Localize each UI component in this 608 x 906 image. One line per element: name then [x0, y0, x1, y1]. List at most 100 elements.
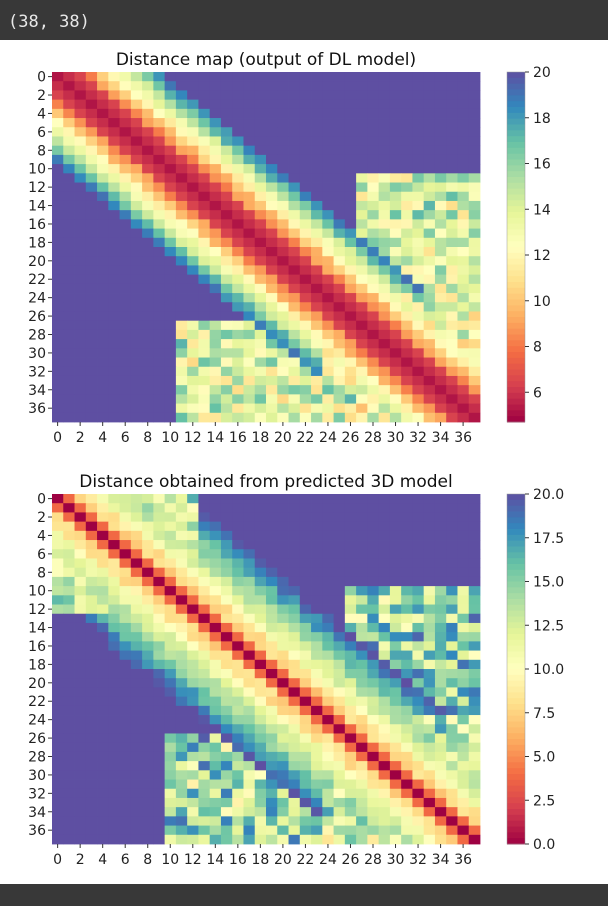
heatmap-cell — [423, 576, 436, 587]
heatmap-cell — [333, 576, 346, 587]
heatmap-cell — [187, 669, 199, 679]
heatmap-cell — [254, 586, 267, 596]
heatmap-cell — [74, 348, 87, 358]
heatmap-cell — [187, 99, 199, 110]
heatmap-cell — [333, 770, 346, 780]
heatmap-cell — [209, 118, 222, 128]
colorbar-segment — [507, 704, 525, 711]
heatmap-cell — [299, 687, 312, 698]
heatmap-cell — [52, 210, 64, 220]
heatmap-cell — [344, 549, 357, 559]
heatmap-cell — [220, 200, 233, 211]
heatmap-cell — [344, 385, 357, 395]
heatmap-cell — [74, 118, 87, 128]
heatmap-cell — [254, 154, 267, 165]
heatmap-cell — [63, 807, 75, 817]
heatmap-cell — [446, 751, 458, 762]
heatmap-cell — [209, 632, 222, 642]
heatmap-cell — [63, 357, 75, 368]
heatmap-cell — [288, 228, 301, 239]
heatmap-cell — [277, 173, 289, 183]
heatmap-cell — [446, 530, 458, 541]
heatmap-cell — [311, 669, 323, 679]
heatmap-cell — [333, 81, 346, 91]
heatmap-cell — [457, 622, 470, 633]
heatmap-cell — [378, 320, 391, 331]
heatmap-cell — [164, 127, 177, 137]
heatmap-cell — [243, 145, 256, 156]
heatmap-cell — [142, 99, 154, 110]
heatmap-cell — [412, 503, 425, 513]
heatmap-cell — [130, 696, 143, 707]
heatmap-cell — [254, 613, 267, 624]
heatmap-cell — [175, 595, 188, 605]
heatmap-cell — [299, 311, 312, 322]
heatmap-cell — [63, 127, 75, 137]
heatmap-cell — [423, 797, 436, 808]
heatmap-cell — [254, 761, 267, 771]
heatmap-cell — [356, 816, 368, 826]
heatmap-cell — [119, 320, 132, 331]
colorbar-tick-label: 14 — [533, 202, 551, 218]
heatmap-cell — [108, 200, 120, 211]
colorbar-segment — [507, 564, 525, 571]
heatmap-cell — [423, 311, 436, 322]
heatmap-cell — [344, 751, 357, 762]
heatmap-cell — [142, 182, 154, 193]
heatmap-cell — [401, 751, 413, 762]
colorbar-segment — [507, 223, 525, 230]
heatmap-cell — [299, 650, 312, 661]
colorbar-segment — [507, 147, 525, 155]
heatmap-cell — [457, 595, 470, 605]
heatmap-cell — [142, 136, 154, 147]
heatmap-cell — [187, 705, 199, 716]
heatmap-cell — [333, 228, 346, 239]
heatmap-cell — [243, 622, 256, 633]
heatmap-cell — [333, 779, 346, 790]
heatmap-cell — [232, 788, 244, 799]
colorbar-segment — [507, 546, 525, 553]
heatmap-cell — [74, 228, 87, 239]
heatmap-cell — [119, 311, 132, 322]
heatmap-cell — [356, 650, 368, 661]
heatmap-cell — [333, 412, 346, 423]
heatmap-cell — [457, 705, 470, 716]
heatmap-cell — [299, 788, 312, 799]
heatmap-cell — [266, 265, 278, 276]
heatmap-cell — [243, 521, 256, 532]
heatmap-cell — [423, 678, 436, 688]
heatmap-cell — [277, 145, 289, 156]
heatmap-cell — [344, 136, 357, 147]
heatmap-cell — [74, 173, 87, 183]
heatmap-cell — [434, 375, 447, 386]
heatmap-cell — [164, 669, 177, 679]
x-tick-label: 22 — [297, 430, 315, 446]
heatmap-cell — [468, 320, 481, 331]
heatmap-cell — [232, 641, 244, 651]
heatmap-cell — [97, 302, 109, 312]
heatmap-cell — [254, 256, 267, 266]
heatmap-cell — [187, 210, 199, 220]
heatmap-cell — [277, 586, 289, 596]
heatmap-cell — [457, 219, 470, 229]
heatmap-cell — [232, 669, 244, 679]
heatmap-cell — [220, 521, 233, 532]
heatmap-cell — [130, 136, 143, 147]
heatmap-cell — [187, 72, 199, 82]
heatmap-cell — [119, 366, 132, 377]
heatmap-cell — [423, 549, 436, 559]
heatmap-cell — [130, 761, 143, 771]
heatmap-cell — [52, 320, 64, 331]
heatmap-cell — [153, 182, 166, 193]
heatmap-cell — [153, 200, 166, 211]
heatmap-cell — [85, 622, 98, 633]
heatmap-cell — [187, 127, 199, 137]
heatmap-cell — [344, 394, 357, 404]
heatmap-cell — [52, 265, 64, 276]
heatmap-cell — [356, 521, 368, 532]
heatmap-cell — [333, 650, 346, 661]
heatmap-cell — [198, 237, 211, 248]
heatmap-cell — [401, 127, 413, 137]
colorbar-segment — [507, 499, 525, 507]
heatmap-cell — [164, 650, 177, 661]
